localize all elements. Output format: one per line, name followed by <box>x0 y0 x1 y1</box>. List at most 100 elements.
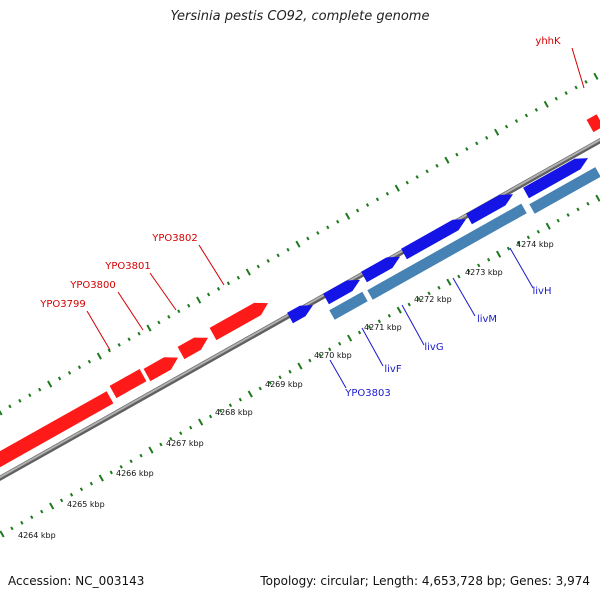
upper-tick-mark <box>514 119 519 123</box>
upper-tick-mark <box>494 128 500 136</box>
upper-tick-track <box>0 72 599 416</box>
upper-tick-mark <box>77 365 82 370</box>
lower-tick-mark <box>218 408 223 413</box>
lower-tick-mark <box>467 269 471 273</box>
operon-block[interactable] <box>329 291 368 320</box>
upper-tick-mark <box>534 107 539 112</box>
label-ypo3803: YPO3803 <box>344 388 390 399</box>
label-yhhk-leader <box>571 47 585 89</box>
label-livg-leader <box>401 304 425 346</box>
upper-tick-mark <box>475 141 479 146</box>
upper-tick-mark <box>107 348 111 353</box>
upper-tick-mark <box>146 324 152 332</box>
upper-tick-mark <box>196 296 202 304</box>
lower-tick-mark <box>10 526 14 531</box>
upper-tick-mark <box>245 268 251 276</box>
operon-block[interactable] <box>367 203 527 300</box>
gene-yhhk[interactable] <box>586 114 600 133</box>
label-ypo3801: YPO3801 <box>104 261 150 272</box>
lower-tick-mark <box>576 207 580 212</box>
gene-track <box>0 114 600 468</box>
lower-tick-mark <box>357 330 362 335</box>
gene-ypo3801[interactable] <box>143 357 178 382</box>
upper-tick-mark <box>554 96 558 101</box>
upper-tick-mark <box>167 314 171 319</box>
scale-label: 4269 kbp <box>265 380 303 389</box>
upper-tick-mark <box>38 387 42 392</box>
upper-tick-mark <box>0 409 3 416</box>
gene-ypo3803[interactable] <box>287 305 313 324</box>
label-livf-leader <box>361 327 384 367</box>
operon-block[interactable] <box>529 167 600 214</box>
upper-tick-mark <box>276 253 280 258</box>
gene-ypo3802b[interactable] <box>209 302 268 341</box>
label-livf: livF <box>384 364 401 375</box>
label-ypo3799-leader <box>86 310 111 351</box>
scale-label: 4272 kbp <box>414 295 452 304</box>
upper-tick-mark <box>67 370 72 375</box>
lower-tick-mark <box>208 414 213 419</box>
lower-tick-mark <box>347 334 353 342</box>
upper-tick-mark <box>286 247 290 252</box>
label-ypo3803-leader <box>329 359 347 389</box>
upper-tick-mark <box>266 259 270 263</box>
lower-tick-mark <box>247 390 253 398</box>
lower-tick-mark <box>278 375 282 380</box>
gene-ypo3802[interactable] <box>177 337 208 360</box>
gene-livg[interactable] <box>361 256 400 283</box>
upper-tick-mark <box>316 231 320 235</box>
gene-ypo3800[interactable] <box>109 369 147 399</box>
label-livm-leader <box>452 277 476 317</box>
upper-tick-mark <box>375 197 380 202</box>
lower-tick-mark <box>297 362 303 370</box>
upper-tick-mark <box>96 352 102 360</box>
lower-tick-mark <box>198 418 204 426</box>
scale-label: 4274 kbp <box>516 240 554 249</box>
lower-tick-mark <box>129 459 133 464</box>
upper-tick-mark <box>455 152 459 157</box>
upper-tick-mark <box>117 342 121 347</box>
upper-tick-mark <box>394 184 400 192</box>
upper-tick-mark <box>336 219 340 224</box>
gene-livf[interactable] <box>323 279 360 305</box>
label-livh: livH <box>533 286 552 297</box>
upper-tick-mark <box>177 309 181 314</box>
gene-extra[interactable] <box>523 158 588 199</box>
upper-tick-mark <box>137 331 141 336</box>
upper-tick-mark <box>564 91 568 95</box>
lower-tick-mark <box>377 319 382 324</box>
upper-tick-mark <box>504 124 509 129</box>
upper-tick-mark <box>326 225 330 230</box>
scale-label: 4268 kbp <box>215 408 253 417</box>
scale-label: 4266 kbp <box>116 469 154 478</box>
label-ypo3800-leader <box>117 291 144 331</box>
upper-tick-mark <box>355 208 360 213</box>
lower-tick-mark <box>407 302 411 307</box>
upper-tick-mark <box>345 212 351 220</box>
label-livh-leader <box>509 247 534 289</box>
lower-tick-mark <box>566 213 570 217</box>
upper-tick-mark <box>593 72 599 80</box>
genome-summary: Topology: circular; Length: 4,653,728 bp… <box>260 574 590 588</box>
upper-tick-mark <box>256 264 260 269</box>
label-livm: livM <box>477 314 497 325</box>
upper-tick-mark <box>18 398 22 403</box>
lower-tick-mark <box>495 250 502 258</box>
label-ypo3802-leader <box>198 244 225 286</box>
gene-livm[interactable] <box>401 219 466 260</box>
lower-tick-mark <box>308 358 312 363</box>
lower-tick-mark <box>338 341 342 346</box>
gene-ypo3799[interactable] <box>0 391 114 468</box>
lower-tick-mark <box>179 431 183 436</box>
upper-tick-mark <box>206 292 211 297</box>
scale-label: 4273 kbp <box>465 268 503 277</box>
upper-tick-mark <box>226 281 231 286</box>
upper-tick-mark <box>187 303 191 308</box>
map-title: Yersinia pestis CO92, complete genome <box>170 9 430 24</box>
lower-tick-mark <box>189 425 193 430</box>
lower-tick-mark <box>516 241 521 245</box>
gene-livh[interactable] <box>466 194 513 225</box>
lower-tick-mark <box>169 436 173 441</box>
label-ypo3800: YPO3800 <box>69 280 115 291</box>
